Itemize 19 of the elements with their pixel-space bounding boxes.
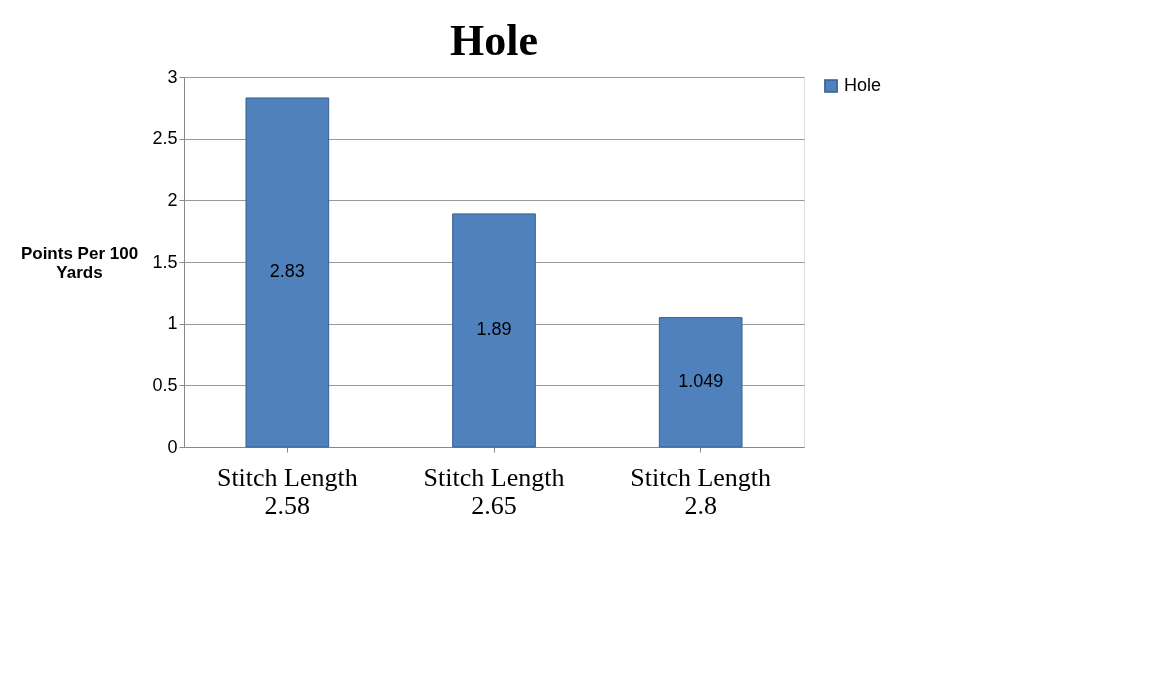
x-tick-label: Stitch Length 2.65 (423, 462, 565, 520)
data-label: 1.89 (476, 319, 512, 340)
bar (245, 97, 330, 448)
bar (658, 317, 743, 448)
data-label: 1.049 (678, 371, 724, 392)
x-tick-label: Stitch Length 2.58 (216, 462, 358, 520)
y-tick-label: 2 (167, 189, 178, 210)
y-tick-label: 2.5 (152, 128, 178, 149)
chart-title: Hole (450, 16, 538, 65)
y-tick-label: 1 (167, 313, 178, 334)
y-axis-title: Points Per 100 Yards (20, 243, 139, 282)
y-tick-label: 0 (167, 436, 178, 457)
bar (452, 213, 536, 448)
y-tick-label: 0.5 (152, 374, 178, 395)
x-tick-label: Stitch Length 2.8 (630, 462, 772, 520)
y-tick-label: 3 (167, 66, 178, 87)
y-tick-label: 1.5 (152, 251, 178, 272)
data-label: 2.83 (269, 261, 305, 282)
legend-label: Hole (844, 75, 882, 95)
